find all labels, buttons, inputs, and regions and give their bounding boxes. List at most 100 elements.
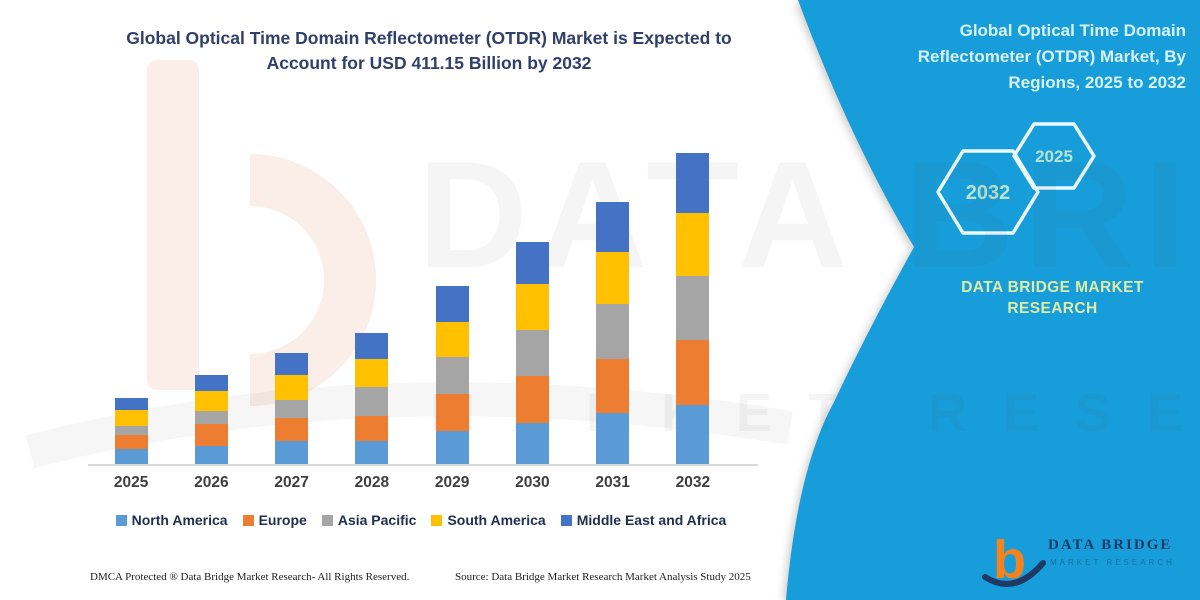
bar-slot-2030 xyxy=(492,241,572,464)
legend-label: Middle East and Africa xyxy=(576,512,727,528)
stacked-bar-2027 xyxy=(275,352,309,464)
legend-label: Europe xyxy=(258,512,307,528)
hexagon-2032-label: 2032 xyxy=(966,182,1011,204)
stacked-bar-2032 xyxy=(676,152,710,464)
stacked-bar-2025 xyxy=(114,397,148,464)
stacked-bar-2030 xyxy=(515,241,549,464)
x-axis-label-2031: 2031 xyxy=(595,474,630,491)
bar-segment-south-america xyxy=(194,390,228,411)
chart-title: Global Optical Time Domain Reflectometer… xyxy=(95,26,763,76)
bar-slot-2029 xyxy=(412,285,492,464)
bar-segment-asia-pacific xyxy=(515,330,549,377)
panel-brand-line2: RESEARCH xyxy=(1007,300,1098,317)
bar-segment-middle-east-and-africa xyxy=(515,241,549,285)
bar-slot-2032 xyxy=(653,152,733,464)
bar-segment-middle-east-and-africa xyxy=(275,352,309,376)
bar-segment-middle-east-and-africa xyxy=(114,397,148,411)
hexagon-2025-icon xyxy=(1012,122,1096,190)
panel-brand: DATA BRIDGE MARKET RESEARCH xyxy=(930,277,1175,319)
bar-segment-south-america xyxy=(114,410,148,426)
bar-segment-asia-pacific xyxy=(355,387,389,416)
legend-item-north-america: North America xyxy=(115,512,228,528)
stacked-bar-2031 xyxy=(596,201,630,464)
panel-heading-line2: Reflectometer (OTDR) Market, By xyxy=(917,47,1186,66)
panel-brand-line1: DATA BRIDGE MARKET xyxy=(961,279,1144,296)
bar-segment-europe xyxy=(114,434,148,449)
x-axis-label-2027: 2027 xyxy=(274,474,309,491)
bar-segment-south-america xyxy=(596,251,630,304)
chart-title-line1: Global Optical Time Domain Reflectometer… xyxy=(126,28,732,48)
bar-segment-south-america xyxy=(676,213,710,277)
bar-segment-europe xyxy=(515,376,549,424)
bar-segment-north-america xyxy=(194,445,228,464)
legend-label: North America xyxy=(131,512,228,528)
x-axis-label-2028: 2028 xyxy=(354,474,390,491)
x-axis-labels: 2025 2026 2027 2028 2029 2030 2031 2032 xyxy=(91,474,733,492)
bar-segment-asia-pacific xyxy=(596,303,630,359)
bar-segment-north-america xyxy=(114,448,148,464)
plot-area xyxy=(91,134,733,464)
panel-heading: Global Optical Time Domain Reflectometer… xyxy=(834,18,1186,96)
legend-marker-icon xyxy=(321,514,333,526)
x-axis-label-2026: 2026 xyxy=(194,474,229,491)
bar-segment-south-america xyxy=(515,284,549,331)
logo-name: DATA BRIDGE xyxy=(1048,537,1173,553)
bar-segment-asia-pacific xyxy=(194,410,228,424)
legend-marker-icon xyxy=(242,514,254,526)
bar-segment-north-america xyxy=(435,430,469,464)
legend-item-south-america: South America xyxy=(431,512,546,528)
hexagon-badges xyxy=(936,122,1096,235)
bar-segment-middle-east-and-africa xyxy=(596,201,630,252)
bar-slot-2028 xyxy=(332,333,412,464)
x-axis-line xyxy=(88,464,758,466)
stacked-bar-2028 xyxy=(355,333,389,464)
source-note: Source: Data Bridge Market Research Mark… xyxy=(455,571,751,583)
bar-segment-asia-pacific xyxy=(435,357,469,394)
bar-segment-south-america xyxy=(355,358,389,388)
bar-segment-asia-pacific xyxy=(275,399,309,418)
bar-segment-europe xyxy=(275,417,309,441)
bar-segment-south-america xyxy=(435,321,469,358)
bar-segment-north-america xyxy=(515,423,549,464)
panel-heading-line3: Regions, 2025 to 2032 xyxy=(1008,73,1186,92)
bar-segment-north-america xyxy=(596,413,630,464)
bar-segment-middle-east-and-africa xyxy=(435,285,469,322)
bar-slot-2031 xyxy=(573,201,653,464)
x-axis-label-2029: 2029 xyxy=(434,474,470,491)
bar-slot-2025 xyxy=(91,397,171,464)
dmca-notice: DMCA Protected ® Data Bridge Market Rese… xyxy=(90,571,410,583)
legend-label: Asia Pacific xyxy=(337,512,417,528)
legend-marker-icon xyxy=(115,514,127,526)
bar-segment-europe xyxy=(435,393,469,431)
logo-subtitle: MARKET RESEARCH xyxy=(1050,558,1175,567)
bar-segment-middle-east-and-africa xyxy=(355,333,389,359)
legend-item-europe: Europe xyxy=(242,512,307,528)
bar-segment-middle-east-and-africa xyxy=(676,152,710,214)
bar-segment-asia-pacific xyxy=(676,276,710,340)
hexagon-2025-label: 2025 xyxy=(1035,147,1073,166)
panel-heading-line1: Global Optical Time Domain xyxy=(959,21,1186,40)
bar-segment-europe xyxy=(676,339,710,405)
legend-marker-icon xyxy=(431,514,443,526)
bar-segment-europe xyxy=(355,415,389,441)
legend-label: South America xyxy=(447,512,546,528)
hexagon-2032-icon xyxy=(936,149,1040,235)
bar-slot-2027 xyxy=(252,352,332,464)
x-axis-label-2032: 2032 xyxy=(675,474,711,491)
blue-panel xyxy=(786,0,1200,600)
x-axis-label-2030: 2030 xyxy=(515,474,550,491)
logo-mark-icon: b xyxy=(982,530,1046,590)
stacked-bar-2029 xyxy=(435,285,469,464)
chart-title-line2: Account for USD 411.15 Billion by 2032 xyxy=(266,53,592,73)
bar-segment-middle-east-and-africa xyxy=(194,374,228,391)
legend-item-asia-pacific: Asia Pacific xyxy=(321,512,417,528)
bar-segment-asia-pacific xyxy=(114,425,148,435)
stacked-bar-2026 xyxy=(194,374,228,464)
legend: North America Europe Asia Pacific South Ame… xyxy=(91,512,751,528)
bar-segment-south-america xyxy=(275,375,309,400)
bar-segment-north-america xyxy=(676,404,710,464)
bar-slot-2026 xyxy=(171,374,251,464)
bar-segment-north-america xyxy=(275,440,309,464)
